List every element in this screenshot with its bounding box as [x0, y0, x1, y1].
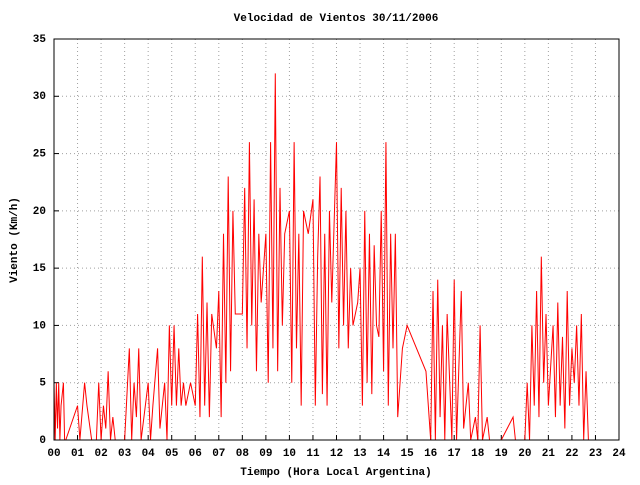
x-tick-label: 09 [259, 448, 272, 460]
x-tick-label: 11 [306, 448, 320, 460]
x-tick-label: 13 [353, 448, 367, 460]
y-tick-label: 30 [33, 91, 46, 103]
x-tick-label: 00 [47, 448, 60, 460]
x-tick-label: 02 [94, 448, 107, 460]
x-tick-label: 06 [189, 448, 202, 460]
x-tick-label: 03 [118, 448, 132, 460]
y-tick-label: 15 [33, 263, 47, 275]
x-tick-label: 01 [71, 448, 85, 460]
x-tick-label: 24 [612, 448, 626, 460]
x-tick-label: 22 [565, 448, 578, 460]
x-tick-label: 10 [283, 448, 296, 460]
x-tick-label: 07 [212, 448, 225, 460]
y-axis-label: Viento (Km/h) [9, 197, 21, 283]
x-tick-label: 04 [142, 448, 156, 460]
x-tick-label: 17 [448, 448, 461, 460]
x-tick-label: 15 [401, 448, 415, 460]
x-tick-label: 05 [165, 448, 179, 460]
x-tick-label: 21 [542, 448, 556, 460]
y-tick-label: 0 [39, 435, 46, 447]
x-tick-label: 23 [589, 448, 603, 460]
x-tick-label: 20 [518, 448, 531, 460]
x-tick-label: 14 [377, 448, 391, 460]
plot-border [53, 38, 620, 441]
chart-title: Velocidad de Vientos 30/11/2006 [234, 13, 439, 25]
x-tick-label: 12 [330, 448, 343, 460]
y-tick-label: 25 [33, 148, 47, 160]
x-tick-label: 08 [236, 448, 250, 460]
y-tick-label: 20 [33, 206, 46, 218]
x-tick-label: 18 [471, 448, 485, 460]
y-tick-label: 35 [33, 34, 47, 46]
x-tick-label: 16 [424, 448, 437, 460]
x-tick-label: 19 [495, 448, 508, 460]
y-tick-label: 5 [39, 378, 46, 390]
y-tick-label: 10 [33, 320, 46, 332]
x-axis-label: Tiempo (Hora Local Argentina) [240, 467, 431, 479]
